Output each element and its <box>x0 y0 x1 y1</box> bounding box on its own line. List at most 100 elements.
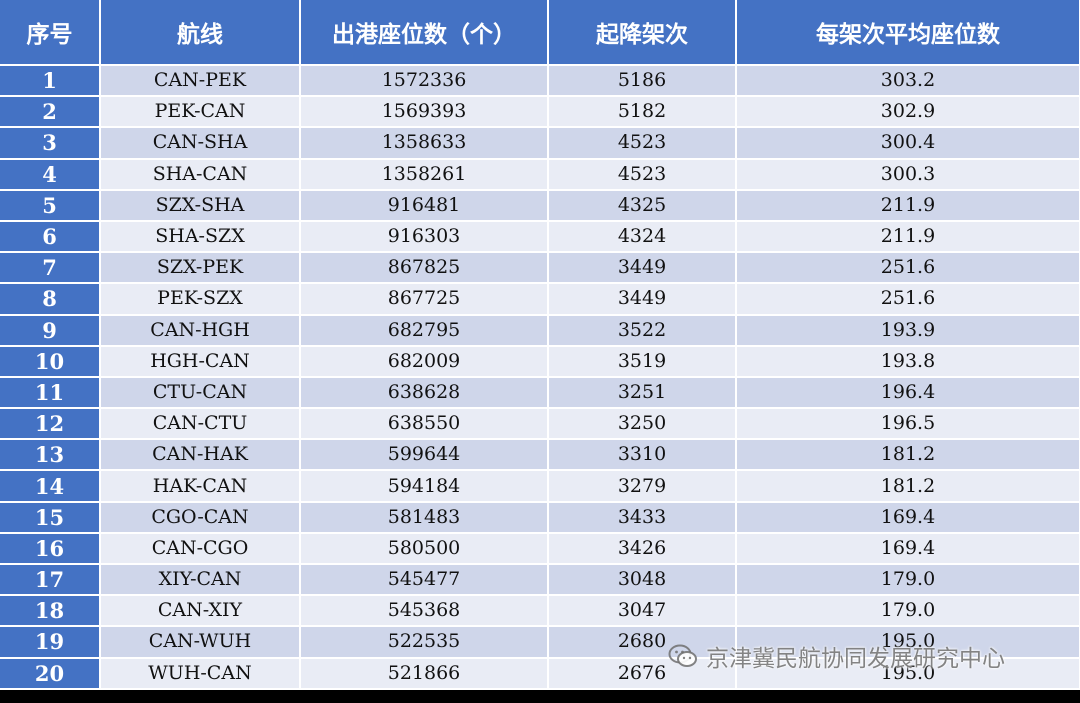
seats-cell: 521866 <box>300 657 549 690</box>
route-cell: HAK-CAN <box>100 470 301 503</box>
seats-cell: 1358261 <box>300 158 549 191</box>
flights-cell: 3449 <box>548 252 737 285</box>
table-row: 9 CAN-HGH 682795 3522 193.9 <box>0 314 1080 347</box>
row-index: 2 <box>0 96 101 129</box>
flights-cell: 3279 <box>548 470 737 503</box>
route-cell: WUH-CAN <box>100 657 301 690</box>
row-index: 15 <box>0 501 101 534</box>
route-cell: CAN-CGO <box>100 532 301 566</box>
avg-seats-cell: 303.2 <box>736 65 1080 98</box>
row-index: 18 <box>0 595 101 628</box>
row-index: 7 <box>0 252 101 285</box>
header-index: 序号 <box>0 0 101 66</box>
seats-cell: 867825 <box>300 252 549 285</box>
flights-cell: 5186 <box>548 65 737 98</box>
route-cell: SZX-SHA <box>100 189 301 222</box>
avg-seats-cell: 181.2 <box>736 470 1080 503</box>
table-row: 19 CAN-WUH 522535 2680 195.0 <box>0 626 1080 659</box>
flights-cell: 3250 <box>548 408 737 441</box>
table-row: 8 PEK-SZX 867725 3449 251.6 <box>0 283 1080 316</box>
seats-cell: 682795 <box>300 314 549 347</box>
route-cell: CAN-XIY <box>100 595 301 628</box>
row-index: 12 <box>0 408 101 441</box>
avg-seats-cell: 211.9 <box>736 220 1080 254</box>
avg-seats-cell: 196.5 <box>736 408 1080 441</box>
avg-seats-cell: 211.9 <box>736 189 1080 222</box>
route-cell: CAN-CTU <box>100 408 301 441</box>
flights-cell: 4325 <box>548 189 737 222</box>
avg-seats-cell: 300.4 <box>736 127 1080 160</box>
table-body: 1 CAN-PEK 1572336 5186 303.2 2 PEK-CAN 1569393 5… <box>0 65 1080 690</box>
seats-cell: 638628 <box>300 376 549 410</box>
seats-cell: 1572336 <box>300 65 549 98</box>
header-departure-seats: 出港座位数（个） <box>300 0 549 66</box>
seats-cell: 682009 <box>300 345 549 378</box>
row-index: 5 <box>0 189 101 222</box>
seats-cell: 599644 <box>300 439 549 472</box>
row-index: 10 <box>0 345 101 378</box>
seats-cell: 916481 <box>300 189 549 222</box>
table-row: 15 CGO-CAN 581483 3433 169.4 <box>0 501 1080 534</box>
table-row: 5 SZX-SHA 916481 4325 211.9 <box>0 189 1080 222</box>
row-index: 13 <box>0 439 101 472</box>
row-index: 16 <box>0 532 101 566</box>
row-index: 1 <box>0 65 101 98</box>
row-index: 19 <box>0 626 101 659</box>
route-cell: CAN-WUH <box>100 626 301 659</box>
route-cell: CAN-HGH <box>100 314 301 347</box>
route-cell: SZX-PEK <box>100 252 301 285</box>
seats-cell: 545477 <box>300 564 549 597</box>
route-cell: CAN-SHA <box>100 127 301 160</box>
route-cell: CGO-CAN <box>100 501 301 534</box>
table-row: 4 SHA-CAN 1358261 4523 300.3 <box>0 158 1080 191</box>
table-row: 11 CTU-CAN 638628 3251 196.4 <box>0 376 1080 410</box>
seats-cell: 1569393 <box>300 96 549 129</box>
flights-cell: 3426 <box>548 532 737 566</box>
table-row: 3 CAN-SHA 1358633 4523 300.4 <box>0 127 1080 160</box>
flights-cell: 3449 <box>548 283 737 316</box>
route-cell: XIY-CAN <box>100 564 301 597</box>
seats-cell: 916303 <box>300 220 549 254</box>
header-route: 航线 <box>100 0 301 66</box>
row-index: 6 <box>0 220 101 254</box>
row-index: 8 <box>0 283 101 316</box>
row-index: 3 <box>0 127 101 160</box>
route-cell: SHA-CAN <box>100 158 301 191</box>
flights-cell: 4523 <box>548 158 737 191</box>
flights-cell: 5182 <box>548 96 737 129</box>
table-row: 1 CAN-PEK 1572336 5186 303.2 <box>0 65 1080 98</box>
table-row: 10 HGH-CAN 682009 3519 193.8 <box>0 345 1080 378</box>
table-row: 18 CAN-XIY 545368 3047 179.0 <box>0 595 1080 628</box>
header-flights: 起降架次 <box>548 0 737 66</box>
flights-cell: 3522 <box>548 314 737 347</box>
route-cell: SHA-SZX <box>100 220 301 254</box>
flights-cell: 3251 <box>548 376 737 410</box>
table-row: 6 SHA-SZX 916303 4324 211.9 <box>0 220 1080 254</box>
table-row: 14 HAK-CAN 594184 3279 181.2 <box>0 470 1080 503</box>
table-row: 17 XIY-CAN 545477 3048 179.0 <box>0 564 1080 597</box>
flights-cell: 3519 <box>548 345 737 378</box>
route-cell: PEK-CAN <box>100 96 301 129</box>
row-index: 17 <box>0 564 101 597</box>
seats-cell: 867725 <box>300 283 549 316</box>
route-cell: PEK-SZX <box>100 283 301 316</box>
table-header-row: 序号 航线 出港座位数（个） 起降架次 每架次平均座位数 <box>0 0 1080 66</box>
avg-seats-cell: 251.6 <box>736 283 1080 316</box>
avg-seats-cell: 195.0 <box>736 626 1080 659</box>
seats-cell: 522535 <box>300 626 549 659</box>
row-index: 14 <box>0 470 101 503</box>
seats-cell: 638550 <box>300 408 549 441</box>
header-avg-seats: 每架次平均座位数 <box>736 0 1080 66</box>
flights-cell: 3048 <box>548 564 737 597</box>
route-cell: HGH-CAN <box>100 345 301 378</box>
seats-cell: 580500 <box>300 532 549 566</box>
table-row: 7 SZX-PEK 867825 3449 251.6 <box>0 252 1080 285</box>
row-index: 11 <box>0 376 101 410</box>
flights-cell: 3310 <box>548 439 737 472</box>
table-row: 13 CAN-HAK 599644 3310 181.2 <box>0 439 1080 472</box>
table-row: 20 WUH-CAN 521866 2676 195.0 <box>0 657 1080 690</box>
flights-cell: 4324 <box>548 220 737 254</box>
table-row: 2 PEK-CAN 1569393 5182 302.9 <box>0 96 1080 129</box>
